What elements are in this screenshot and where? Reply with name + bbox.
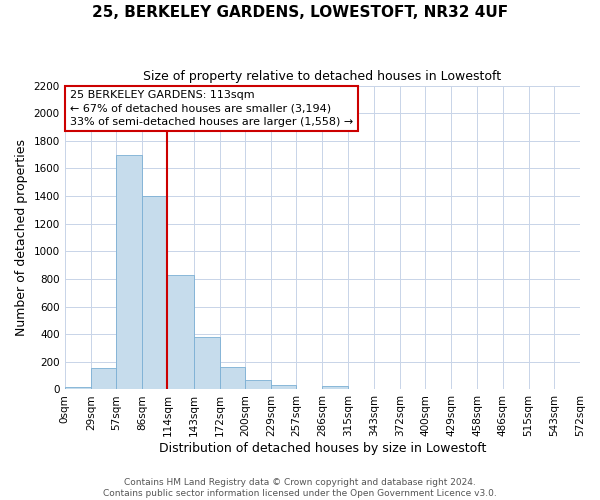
Bar (142, 196, 167, 390)
Bar (271, 384, 296, 390)
Bar (167, 275, 193, 390)
Y-axis label: Number of detached properties: Number of detached properties (15, 139, 28, 336)
Text: Contains HM Land Registry data © Crown copyright and database right 2024.
Contai: Contains HM Land Registry data © Crown c… (103, 478, 497, 498)
Bar (349, 389, 374, 390)
Bar (65, 386, 91, 390)
Bar (91, 368, 116, 390)
Bar (322, 386, 349, 390)
Text: 25 BERKELEY GARDENS: 113sqm
← 67% of detached houses are smaller (3,194)
33% of : 25 BERKELEY GARDENS: 113sqm ← 67% of det… (70, 90, 353, 126)
Bar (220, 368, 245, 390)
Title: Size of property relative to detached houses in Lowestoft: Size of property relative to detached ho… (143, 70, 502, 83)
Text: 25, BERKELEY GARDENS, LOWESTOFT, NR32 4UF: 25, BERKELEY GARDENS, LOWESTOFT, NR32 4U… (92, 5, 508, 20)
X-axis label: Distribution of detached houses by size in Lowestoft: Distribution of detached houses by size … (158, 442, 486, 455)
Bar (296, 389, 322, 390)
Bar (245, 380, 271, 390)
Bar (116, 154, 142, 390)
Bar (193, 337, 220, 390)
